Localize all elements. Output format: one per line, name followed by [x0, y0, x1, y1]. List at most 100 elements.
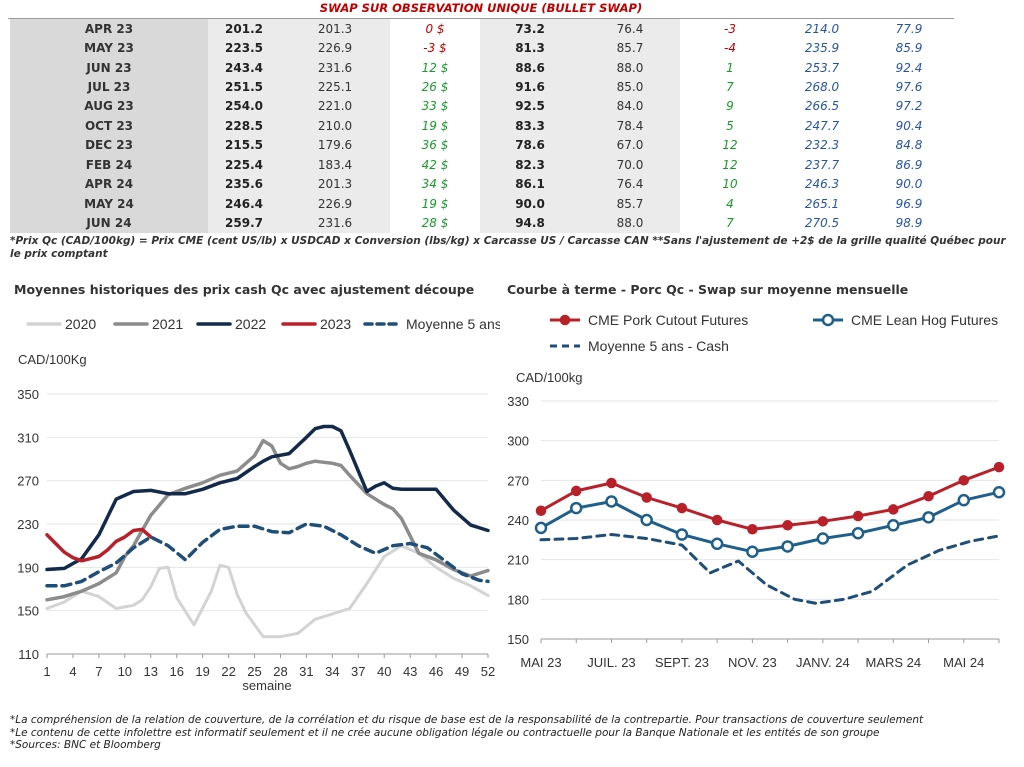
table-cell: 78.4: [580, 116, 680, 136]
table-cell: 76.4: [580, 174, 680, 194]
table-cell: 7: [680, 213, 780, 233]
table-cell: 10: [680, 174, 780, 194]
legend-label: 2023: [320, 316, 351, 332]
table-cell: 86.9: [864, 155, 954, 175]
series-point: [606, 477, 617, 489]
table-cell: 36 $: [390, 135, 480, 156]
table-cell: 96.9: [864, 193, 954, 214]
table-cell: 243.4: [208, 57, 280, 78]
right-chart-title: Courbe à terme - Porc Qc - Swap sur moye…: [507, 282, 909, 297]
series-line-2: [539, 533, 1001, 605]
table-cell: 259.7: [208, 213, 280, 233]
table-row: DEC 23 215.5 179.6 36 $78.6 67.0 12 232.3 84.8: [10, 135, 954, 156]
x-axis-label: semaine: [242, 678, 291, 693]
series-point: [817, 516, 829, 527]
x-tick-label: 34: [325, 664, 339, 679]
table-cell: 201.3: [280, 174, 390, 194]
x-tick-label: MARS 24: [865, 655, 921, 670]
table-cell: JUL 23: [10, 77, 208, 97]
table-cell: MAY 24: [10, 193, 208, 214]
table-cell: 5: [680, 116, 780, 136]
x-tick-label: SEPT. 23: [655, 655, 709, 670]
table-cell: -4: [680, 38, 780, 58]
y-axis-label: CAD/100kg: [516, 370, 582, 385]
table-cell: 221.0: [280, 96, 390, 117]
table-cell: 84.0: [580, 96, 680, 117]
y-tick-label: 150: [17, 604, 39, 619]
table-cell: 246.4: [208, 193, 280, 214]
x-tick-label: 7: [95, 664, 102, 679]
historical-prices-chart: 110 150 190 230 270 310 350 1 4 7 10 13 16 19 22 25 28 31…: [17, 316, 500, 693]
y-tick-label: 330: [507, 394, 529, 409]
table-cell: 85.7: [580, 38, 680, 58]
series-point: [747, 524, 758, 535]
table-cell: 1: [680, 57, 780, 78]
table-cell: 235.6: [208, 174, 280, 194]
x-tick-label: 31: [299, 664, 313, 679]
series-point: [570, 485, 582, 497]
table-cell: 265.1: [780, 193, 864, 214]
table-cell: JUN 24: [10, 213, 208, 233]
table-row: JUN 23 243.4 231.6 12 $88.6 88.0 1 253.7 92.4: [10, 57, 954, 78]
table-cell: 254.0: [208, 96, 280, 117]
note-3: *Sources: BNC et Bloomberg: [10, 739, 161, 751]
x-tick-label: 1: [43, 664, 50, 679]
table-cell: 268.0: [780, 77, 864, 97]
table-cell: 12: [680, 135, 780, 156]
table-cell: 85.7: [580, 193, 680, 214]
series-line-0: [539, 465, 1001, 531]
table-cell: 34 $: [390, 174, 480, 194]
table-row: JUN 24 259.7 231.6 28 $94.8 88.0 7 270.5 98.9: [10, 213, 954, 233]
table-row: FEB 24 225.4 183.4 42 $82.3 70.0 12 237.7 86.9: [10, 155, 954, 175]
series-line-2: [45, 424, 490, 572]
x-tick-label: 37: [351, 664, 365, 679]
series-point: [957, 493, 971, 507]
table-cell: 84.8: [864, 135, 954, 156]
table-cell: 201.2: [208, 19, 280, 39]
table-cell: 67.0: [580, 135, 680, 156]
series-point: [640, 513, 653, 527]
table-cell: 33 $: [390, 96, 480, 117]
table-cell: APR 24: [10, 174, 208, 194]
y-tick-label: 150: [507, 632, 529, 647]
table-cell: 81.3: [480, 38, 580, 58]
y-axis-label: CAD/100Kg: [18, 352, 87, 367]
x-tick-label: MAI 23: [520, 655, 561, 670]
table-cell: 88.6: [480, 57, 580, 78]
table-cell: 91.6: [480, 77, 580, 97]
note-1: *La compréhension de la relation de couv…: [10, 714, 924, 726]
table-cell: 228.5: [208, 116, 280, 136]
table-cell: 28 $: [390, 213, 480, 233]
x-tick-label: 25: [247, 664, 261, 679]
legend-label: 2020: [65, 316, 96, 332]
table-cell: OCT 23: [10, 116, 208, 136]
table-cell: 12 $: [390, 57, 480, 78]
table-row: MAY 24 246.4 226.9 19 $90.0 85.7 4 265.1 96.9: [10, 193, 954, 214]
table-row: OCT 23 228.5 210.0 19 $83.3 78.4 5 247.7 90.4: [10, 116, 954, 136]
x-tick-label: 13: [144, 664, 158, 679]
y-tick-label: 230: [17, 517, 39, 532]
table-cell: 7: [680, 77, 780, 97]
y-tick-label: 300: [507, 434, 529, 449]
series-line-4: [45, 522, 490, 588]
table-cell: 246.3: [780, 174, 864, 194]
series-line-1: [45, 438, 490, 602]
table-cell: 266.5: [780, 96, 864, 117]
table-cell: 78.6: [480, 135, 580, 156]
table-cell: 19 $: [390, 116, 480, 136]
y-tick-label: 350: [17, 387, 39, 402]
table-cell: 94.8: [480, 213, 580, 233]
swap-table: APR 23 201.2 201.3 0 $73.2 76.4 -3 214.0 77.9 MA…: [10, 19, 954, 233]
y-tick-label: 240: [507, 513, 529, 528]
table-row: AUG 23 254.0 221.0 33 $92.5 84.0 9 266.5 97.2: [10, 96, 954, 117]
table-banner: SWAP SUR OBSERVATION UNIQUE (BULLET SWAP…: [8, 0, 954, 19]
table-cell: -3 $: [390, 38, 480, 58]
table-cell: 76.4: [580, 19, 680, 39]
x-tick-label: 16: [169, 664, 183, 679]
table-cell: 270.5: [780, 213, 864, 233]
series-line-0: [45, 544, 490, 639]
table-cell: 88.0: [580, 57, 680, 78]
x-tick-label: 19: [195, 664, 209, 679]
y-tick-label: 270: [507, 473, 529, 488]
series-point: [711, 514, 723, 526]
